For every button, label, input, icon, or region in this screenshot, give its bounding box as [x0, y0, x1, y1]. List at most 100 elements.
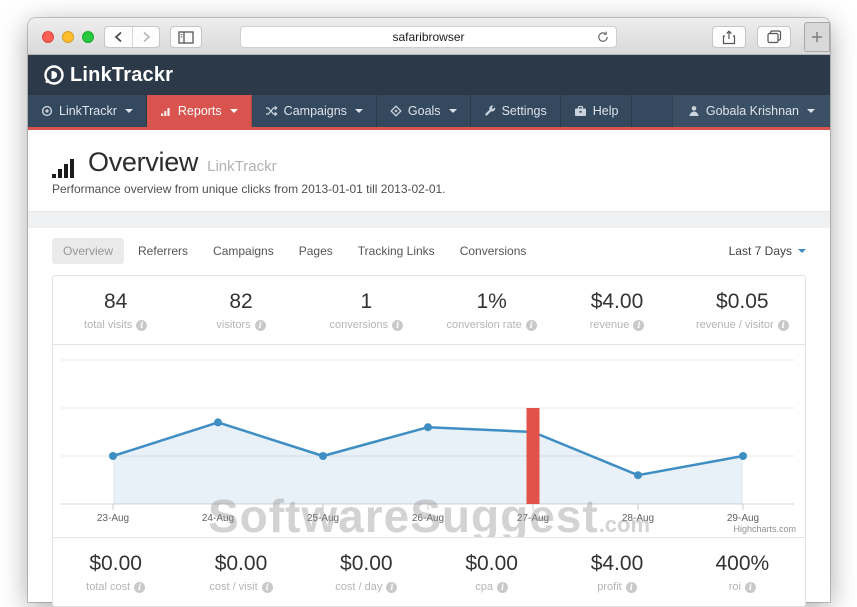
- stat-value: $0.00: [465, 552, 518, 575]
- stat-value: 1: [360, 290, 373, 313]
- caret-down-icon: [354, 109, 363, 113]
- svg-text:23-Aug: 23-Aug: [97, 513, 129, 524]
- info-icon[interactable]: i: [392, 319, 404, 331]
- user-menu[interactable]: Gobala Krishnan: [671, 95, 830, 127]
- overview-chart[interactable]: 23-Aug 24-Aug 25-Aug 26-Aug 27-Aug 28-Aug 29-A…: [53, 344, 805, 538]
- info-icon[interactable]: i: [261, 581, 273, 593]
- caret-down-icon: [124, 109, 133, 113]
- highcharts-credit[interactable]: Highcharts.com: [733, 524, 796, 534]
- brand-name: LinkTrackr: [70, 63, 174, 86]
- tab-campaigns[interactable]: Campaigns: [213, 244, 274, 258]
- user-icon: [688, 105, 700, 117]
- stat-visitors: 82 visitors i: [178, 290, 303, 331]
- nav-item-goals[interactable]: Goals: [377, 95, 471, 127]
- stat-roi: 400% roi i: [680, 552, 805, 593]
- chevron-right-icon: [142, 31, 150, 43]
- stat-total-cost: $0.00 total cost i: [53, 552, 178, 593]
- close-window-icon[interactable]: [42, 31, 54, 43]
- info-icon[interactable]: i: [625, 581, 637, 593]
- tab-conversions[interactable]: Conversions: [459, 244, 527, 258]
- info-icon[interactable]: i: [386, 581, 398, 593]
- shuffle-icon: [265, 105, 278, 117]
- tab-referrers[interactable]: Referrers: [138, 244, 189, 258]
- app-header: LinkTrackr: [28, 55, 830, 95]
- reload-button[interactable]: [596, 30, 610, 49]
- app-navbar: LinkTrackr Reports Campaigns Goals Setti…: [28, 95, 830, 130]
- svg-text:24-Aug: 24-Aug: [202, 513, 234, 524]
- stat-value: $4.00: [590, 552, 644, 575]
- info-icon[interactable]: i: [136, 319, 148, 331]
- stat-profit: $4.00 profit i: [554, 552, 679, 593]
- stat-label: conversion rate: [446, 319, 522, 331]
- stat-label: total cost: [86, 581, 131, 593]
- stat-value: $0.00: [89, 552, 142, 575]
- page-content: Overview LinkTrackr Performance overview…: [28, 130, 830, 607]
- page-subtitle: Performance overview from unique clicks …: [52, 182, 446, 196]
- back-button[interactable]: [105, 27, 132, 47]
- nav-item-linktrackr[interactable]: LinkTrackr: [28, 95, 147, 127]
- stat-value: 1%: [476, 290, 507, 313]
- diamond-icon: [390, 105, 402, 117]
- section-divider: [28, 211, 830, 228]
- forward-button[interactable]: [132, 27, 159, 47]
- stat-label: cost / day: [335, 581, 383, 593]
- stat-value: 84: [103, 290, 128, 313]
- tabs-overview-icon: [766, 30, 781, 44]
- stat-label: profit: [597, 581, 622, 593]
- stat-value: $0.00: [214, 552, 268, 575]
- reload-icon: [598, 31, 608, 42]
- date-range-select[interactable]: Last 7 Days: [729, 244, 806, 258]
- browser-window: safaribrowser LinkTrackr LinkTrackr: [28, 18, 830, 607]
- nav-item-campaigns[interactable]: Campaigns: [252, 95, 377, 127]
- info-icon[interactable]: i: [497, 581, 509, 593]
- stat-cpa: $0.00 cpa i: [429, 552, 554, 593]
- minimize-window-icon[interactable]: [62, 31, 74, 43]
- info-icon[interactable]: i: [525, 319, 537, 331]
- page-title: Overview: [88, 147, 199, 177]
- new-tab-button[interactable]: [804, 22, 830, 52]
- zoom-window-icon[interactable]: [82, 31, 94, 43]
- tab-overview[interactable]: Overview: [52, 238, 125, 264]
- caret-down-icon: [448, 109, 457, 113]
- svg-text:27-Aug: 27-Aug: [517, 513, 549, 524]
- app-logo[interactable]: LinkTrackr: [42, 63, 173, 87]
- nav-item-help[interactable]: Help: [561, 95, 633, 127]
- stat-label: cost / visit: [209, 581, 258, 593]
- nav-item-label: Settings: [501, 104, 547, 118]
- sidebar-icon: [178, 30, 194, 44]
- svg-text:28-Aug: 28-Aug: [622, 513, 654, 524]
- caret-down-icon: [229, 109, 238, 113]
- stat-value: 400%: [715, 552, 770, 575]
- nav-item-reports[interactable]: Reports: [146, 95, 252, 127]
- stat-conversion-rate: 1% conversion rate i: [429, 290, 554, 331]
- svg-text:29-Aug: 29-Aug: [727, 513, 759, 524]
- stat-total-visits: 84 total visits i: [53, 290, 178, 331]
- share-button[interactable]: [712, 26, 746, 48]
- history-nav-buttons: [104, 26, 160, 48]
- stat-cost-per-day: $0.00 cost / day i: [304, 552, 429, 593]
- info-icon[interactable]: i: [633, 319, 645, 331]
- info-icon[interactable]: i: [744, 581, 756, 593]
- stat-label: cpa: [475, 581, 494, 593]
- nav-item-label: Help: [592, 104, 619, 118]
- stat-label: total visits: [84, 319, 133, 331]
- share-icon: [722, 29, 736, 44]
- nav-item-label: Reports: [177, 104, 222, 118]
- info-icon[interactable]: i: [254, 319, 266, 331]
- tab-pages[interactable]: Pages: [298, 244, 333, 258]
- address-bar[interactable]: safaribrowser: [240, 26, 617, 48]
- stat-value: 82: [229, 290, 253, 313]
- page-header: Overview LinkTrackr Performance overview…: [28, 130, 830, 211]
- svg-text:26-Aug: 26-Aug: [412, 513, 444, 524]
- user-name: Gobala Krishnan: [705, 104, 799, 118]
- caret-down-icon: [807, 109, 815, 113]
- nav-item-settings[interactable]: Settings: [471, 95, 561, 127]
- info-icon[interactable]: i: [777, 319, 789, 331]
- chevron-left-icon: [114, 31, 122, 43]
- show-tabs-button[interactable]: [757, 26, 791, 48]
- nav-item-label: Goals: [407, 104, 441, 118]
- sidebar-toggle-button[interactable]: [170, 26, 202, 48]
- tab-tracking-links[interactable]: Tracking Links: [357, 244, 435, 258]
- info-icon[interactable]: i: [134, 581, 146, 593]
- wrench-icon: [484, 105, 496, 117]
